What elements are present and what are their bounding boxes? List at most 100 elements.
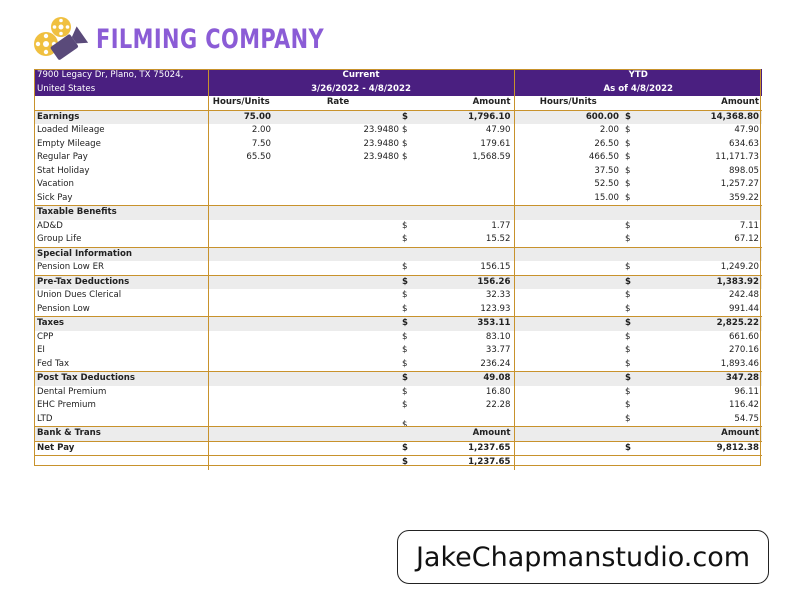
col-ytd-hours: Hours/Units: [539, 97, 597, 108]
row-rate: [274, 440, 402, 456]
row-ytd-amount: 11,171.73: [715, 152, 760, 163]
row-hours: [208, 303, 274, 317]
current-label: Current: [208, 69, 515, 83]
row-label: Pre-Tax Deductions: [34, 274, 209, 289]
row-current-amount-cell: $33.77: [402, 344, 515, 358]
row-current-amount: 47.90: [485, 125, 511, 136]
row-ytd-amount: 898.05: [728, 165, 760, 176]
row-hours: 7.50: [251, 138, 271, 149]
table-row: EHC Premium $22.28 $116.42: [34, 399, 762, 413]
row-current-amount-cell: Amount: [402, 426, 515, 441]
row-ytd-amount: 347.28: [636, 371, 763, 386]
col-ytd-amount: Amount: [721, 97, 760, 108]
row-current-amount: 33.77: [485, 345, 511, 356]
row-ytd-hours: [514, 303, 622, 317]
row-current-amount: 1.77: [491, 220, 511, 231]
row-ytd-amount: 96.11: [734, 386, 760, 397]
row-label: Net Pay: [34, 440, 209, 456]
row-ytd-sign: $: [622, 371, 636, 386]
row-ytd-sign: $: [625, 165, 631, 176]
row-ytd-amount: [636, 455, 763, 470]
row-ytd-hours: [514, 261, 622, 275]
row-ytd-hours: [514, 455, 622, 470]
table-row: Sick Pay 15.00 $359.22: [34, 191, 762, 206]
row-label: Pension Low ER: [34, 261, 209, 275]
row-rate: [274, 220, 402, 234]
row-current-amount-cell: $15.52: [402, 233, 515, 247]
row-rate: [274, 261, 402, 275]
row-current-amount-cell: $: [402, 412, 515, 427]
row-ytd-amount: 991.44: [728, 303, 760, 314]
column-header-row: Hours/Units Rate Amount Hours/Units Amou…: [34, 96, 762, 110]
row-ytd-amount: 359.22: [728, 192, 760, 203]
row-rate: [274, 316, 402, 331]
row-ytd-amount: [636, 246, 763, 261]
row-ytd-hours: [514, 371, 622, 386]
row-ytd-amount: 270.16: [728, 345, 760, 356]
row-ytd-hours: [514, 358, 622, 372]
row-label: LTD: [34, 412, 209, 427]
row-rate: [274, 455, 402, 470]
row-current-sign: $: [402, 125, 408, 136]
row-current-amount: 236.24: [480, 358, 511, 369]
row-rate: 23.9480: [363, 125, 399, 136]
row-current-amount-cell: $353.11: [402, 316, 515, 331]
row-ytd-sign: $: [625, 413, 631, 424]
row-current-sign: $: [402, 331, 408, 342]
row-ytd-amount: 1,383.92: [636, 274, 763, 289]
ytd-label: YTD: [514, 69, 763, 83]
row-rate: [274, 274, 402, 289]
row-current-amount-cell: $179.61: [402, 137, 515, 151]
row-hours: [208, 192, 274, 206]
col-amount: Amount: [402, 96, 515, 110]
row-rate: [274, 246, 402, 261]
row-current-sign: $: [402, 152, 408, 163]
table-row: EI $33.77 $270.16: [34, 344, 762, 358]
row-ytd-amount: 54.75: [734, 413, 760, 424]
address-line-2: United States: [34, 82, 209, 96]
row-ytd-sign: [622, 426, 636, 441]
table-row: Group Life $15.52 $67.12: [34, 233, 762, 247]
row-ytd-hours: 15.00: [594, 192, 619, 203]
row-hours: [208, 455, 274, 470]
row-label: CPP: [34, 330, 209, 344]
row-ytd-hours: [514, 205, 622, 220]
row-hours: [208, 165, 274, 179]
row-label: Taxes: [34, 316, 209, 331]
row-ytd-amount: 2,825.22: [636, 316, 763, 331]
row-ytd-amount: 634.63: [728, 138, 760, 149]
row-current-amount: 83.10: [485, 331, 511, 342]
row-hours: 75.00: [208, 109, 274, 124]
table-row: Loaded Mileage 2.00 23.9480 $47.90 2.00 $47.9…: [34, 124, 762, 138]
row-ytd-hours: [514, 316, 622, 331]
section-row: Taxable Benefits: [34, 205, 763, 220]
row-rate: [274, 426, 402, 441]
current-period: 3/26/2022 - 4/8/2022: [208, 82, 515, 96]
row-ytd-amount: 1,257.27: [720, 179, 760, 190]
row-ytd-amount: 116.42: [728, 400, 760, 411]
row-label: Dental Premium: [34, 385, 209, 399]
row-ytd-hours: [514, 413, 622, 427]
row-ytd-amount: 67.12: [734, 234, 760, 245]
row-ytd-hours: 2.00: [599, 125, 619, 136]
row-current-sign: $: [402, 420, 408, 427]
row-current-amount-cell: $156.15: [402, 261, 515, 275]
row-hours: [208, 386, 274, 400]
row-ytd-sign: [622, 205, 636, 220]
row-current-amount: 49.08: [483, 373, 511, 384]
row-ytd-sign: $: [625, 386, 631, 397]
row-current-amount-cell: $123.93: [402, 302, 515, 317]
row-ytd-hours: 37.50: [594, 165, 619, 176]
row-label: EHC Premium: [34, 399, 209, 413]
row-rate: [274, 413, 402, 427]
row-current-amount-cell: [402, 246, 515, 261]
row-ytd-sign: [622, 246, 636, 261]
row-current-amount-cell: $156.26: [402, 274, 515, 289]
row-current-sign: $: [402, 290, 408, 301]
row-ytd-hours: 52.50: [594, 179, 619, 190]
row-ytd-hours: 600.00: [514, 109, 622, 124]
row-ytd-hours: [514, 274, 622, 289]
row-ytd-sign: $: [625, 234, 631, 245]
row-current-sign: $: [402, 138, 408, 149]
row-current-amount: 1,796.10: [468, 111, 511, 122]
